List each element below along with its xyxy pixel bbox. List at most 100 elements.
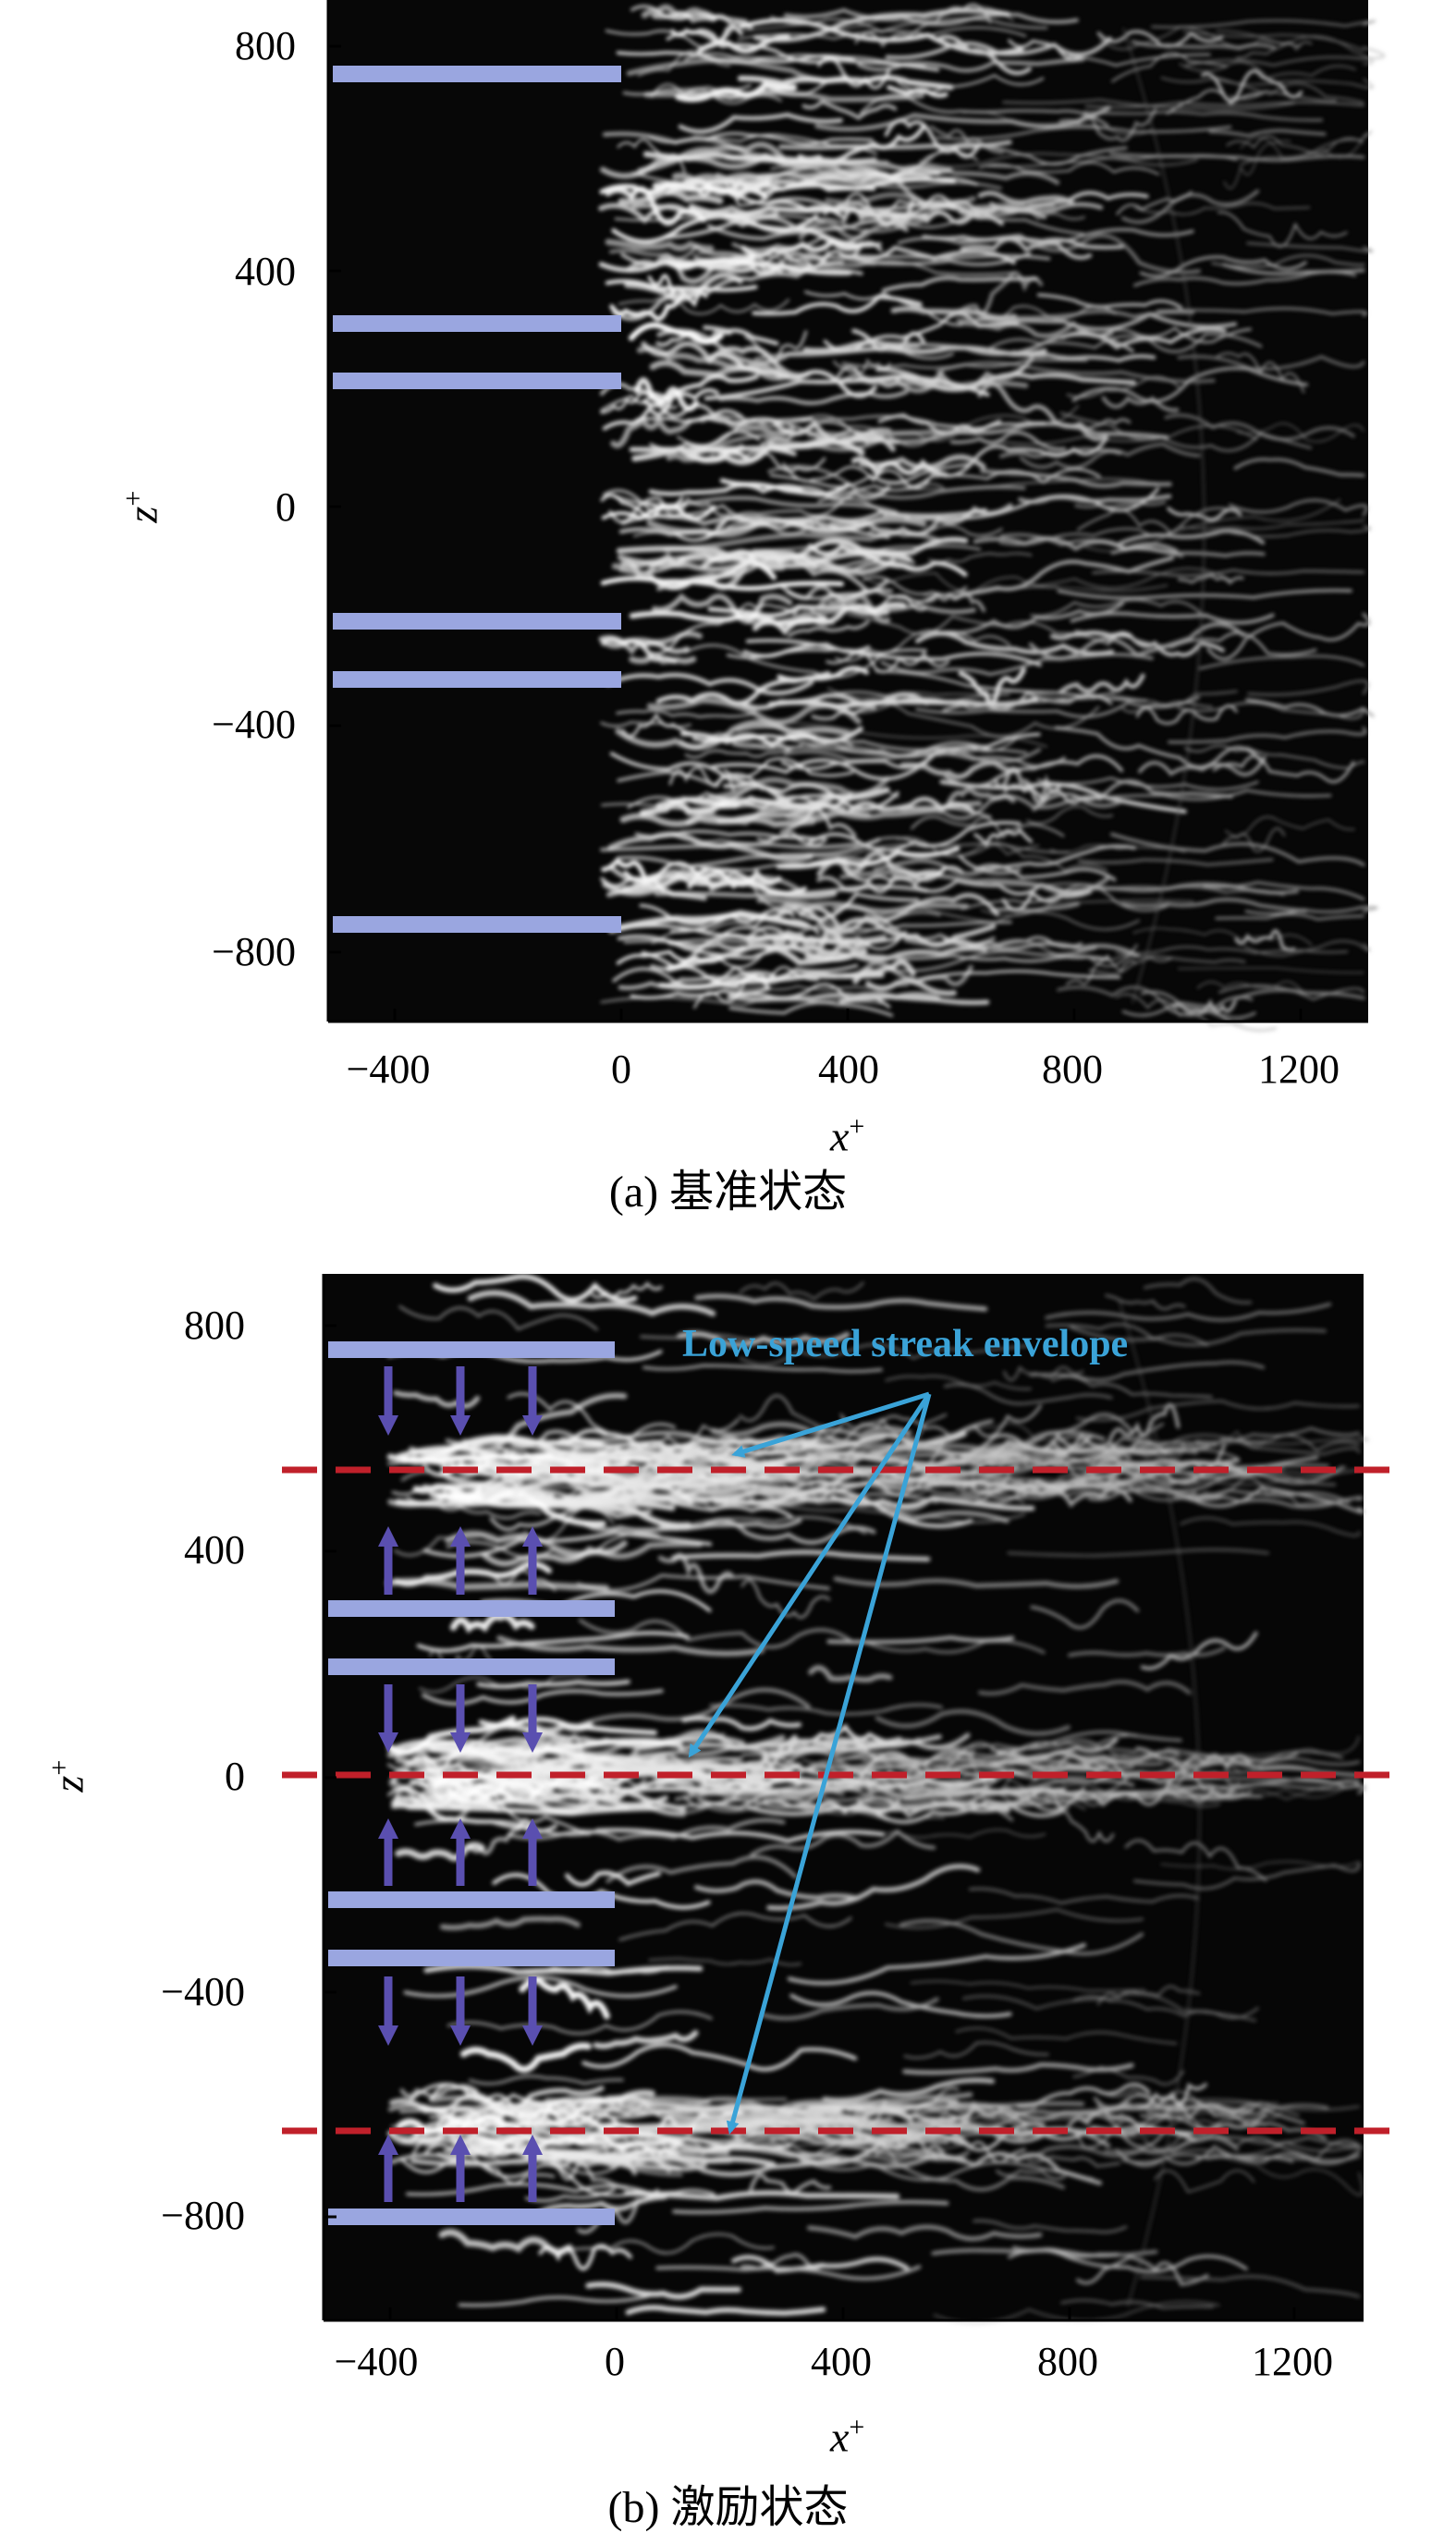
- actuator-bar: [328, 1891, 615, 1908]
- actuator-bar: [328, 1341, 615, 1358]
- smoke-streak: [410, 2083, 566, 2105]
- smoke-streak: [433, 1274, 638, 1303]
- smoke-streak: [832, 905, 996, 948]
- smoke-streak: [467, 1290, 716, 1316]
- smoke-streak: [657, 1552, 734, 1595]
- smoke-streak: [766, 1864, 981, 1911]
- smoke-streak: [960, 237, 1093, 260]
- smoke-streak: [915, 695, 1200, 718]
- smoke-streak: [996, 2169, 1067, 2181]
- smoke-streak: [1016, 2083, 1151, 2109]
- smoke-streak: [801, 414, 937, 447]
- smoke-streak: [1058, 673, 1145, 695]
- smoke-streak: [1030, 598, 1205, 618]
- smoke-streak: [650, 1444, 810, 1470]
- smoke-streak: [1102, 1761, 1211, 1796]
- smoke-streak: [1070, 1326, 1327, 1347]
- smoke-streak: [608, 496, 687, 524]
- smoke-streak: [822, 2077, 996, 2103]
- smoke-streak: [1140, 2275, 1361, 2298]
- smoke-streak: [999, 447, 1122, 459]
- smoke-streak: [524, 2188, 716, 2202]
- panel-a-xtick-400: 400: [818, 1046, 879, 1092]
- smoke-streak: [788, 251, 1032, 266]
- smoke-streak: [749, 1473, 928, 1506]
- smoke-streak: [669, 892, 920, 934]
- smoke-streak: [394, 1754, 618, 1790]
- smoke-streak: [1108, 1434, 1360, 1455]
- smoke-streak: [754, 349, 954, 361]
- smoke-streak: [1016, 1474, 1197, 1501]
- smoke-streak: [1154, 2170, 1255, 2193]
- smoke-streak: [718, 389, 909, 406]
- smoke-streak: [600, 2098, 887, 2117]
- smoke-streak: [676, 2114, 959, 2145]
- smoke-streak: [609, 244, 754, 262]
- smoke-streak: [439, 1915, 581, 1931]
- actuator-bar: [333, 373, 621, 389]
- smoke-streak: [387, 1786, 500, 1813]
- smoke-streak: [598, 635, 690, 655]
- panel-b-ticks: [324, 1324, 1296, 2320]
- smoke-streak: [703, 324, 779, 346]
- smoke-streak: [632, 520, 858, 542]
- smoke-streak: [973, 863, 1117, 882]
- smoke-streak: [459, 2042, 592, 2074]
- smoke-streak: [596, 1418, 740, 1454]
- smoke-streak: [936, 34, 1032, 76]
- smoke-streak: [782, 462, 935, 489]
- smoke-streak: [389, 2098, 531, 2136]
- smoke-streak: [875, 670, 1148, 703]
- smoke-streak: [672, 2199, 949, 2215]
- smoke-streak: [605, 239, 715, 252]
- smoke-streak: [642, 151, 823, 165]
- smoke-streak: [1135, 704, 1238, 725]
- smoke-streak: [1221, 827, 1286, 852]
- smoke-streak: [693, 966, 819, 1009]
- smoke-streak: [1049, 630, 1132, 641]
- smoke-streak: [1060, 2299, 1214, 2309]
- smoke-streak: [687, 414, 935, 428]
- smoke-streak: [928, 552, 1033, 563]
- smoke-streak: [715, 164, 953, 185]
- smoke-streak: [577, 2188, 659, 2234]
- smoke-streak: [978, 305, 1117, 320]
- smoke-streak: [1140, 1631, 1258, 1670]
- smoke-streak: [699, 413, 796, 437]
- smoke-streak: [801, 99, 898, 121]
- smoke-streak: [752, 601, 907, 636]
- smoke-streak: [770, 16, 1048, 34]
- smoke-streak: [1026, 805, 1114, 825]
- smoke-streak: [1011, 349, 1156, 363]
- smoke-streak: [968, 1888, 1200, 1904]
- smoke-streak: [1177, 967, 1364, 973]
- smoke-streak: [1111, 690, 1238, 707]
- smoke-streak: [716, 2146, 936, 2170]
- smoke-streak: [640, 1481, 736, 1492]
- smoke-streak: [978, 1680, 1192, 1695]
- smoke-streak: [1247, 679, 1369, 696]
- smoke-streak: [666, 30, 940, 72]
- smoke-streak: [637, 141, 787, 175]
- smoke-streak: [1230, 90, 1337, 103]
- smoke-streak: [618, 296, 790, 315]
- smoke-streak: [679, 726, 863, 749]
- smoke-streak: [1190, 2098, 1360, 2111]
- smoke-streak: [791, 214, 1085, 236]
- smoke-streak: [899, 1919, 1144, 1956]
- smoke-streak: [634, 2156, 840, 2177]
- smoke-streak: [833, 358, 891, 374]
- smoke-streak: [1246, 241, 1374, 253]
- smoke-streak: [776, 846, 960, 870]
- smoke-streak: [666, 444, 745, 463]
- smoke-streak: [644, 496, 731, 518]
- panel-b-xlabel: x+: [830, 2412, 865, 2461]
- smoke-streak: [850, 456, 948, 478]
- actuator-bar: [333, 671, 621, 688]
- smoke-streak: [707, 604, 890, 618]
- smoke-streak: [1076, 1400, 1360, 1422]
- smoke-streak: [419, 1673, 588, 1694]
- smoke-streak: [624, 272, 743, 302]
- smoke-streak: [467, 1817, 533, 1855]
- smoke-streak: [890, 306, 1018, 321]
